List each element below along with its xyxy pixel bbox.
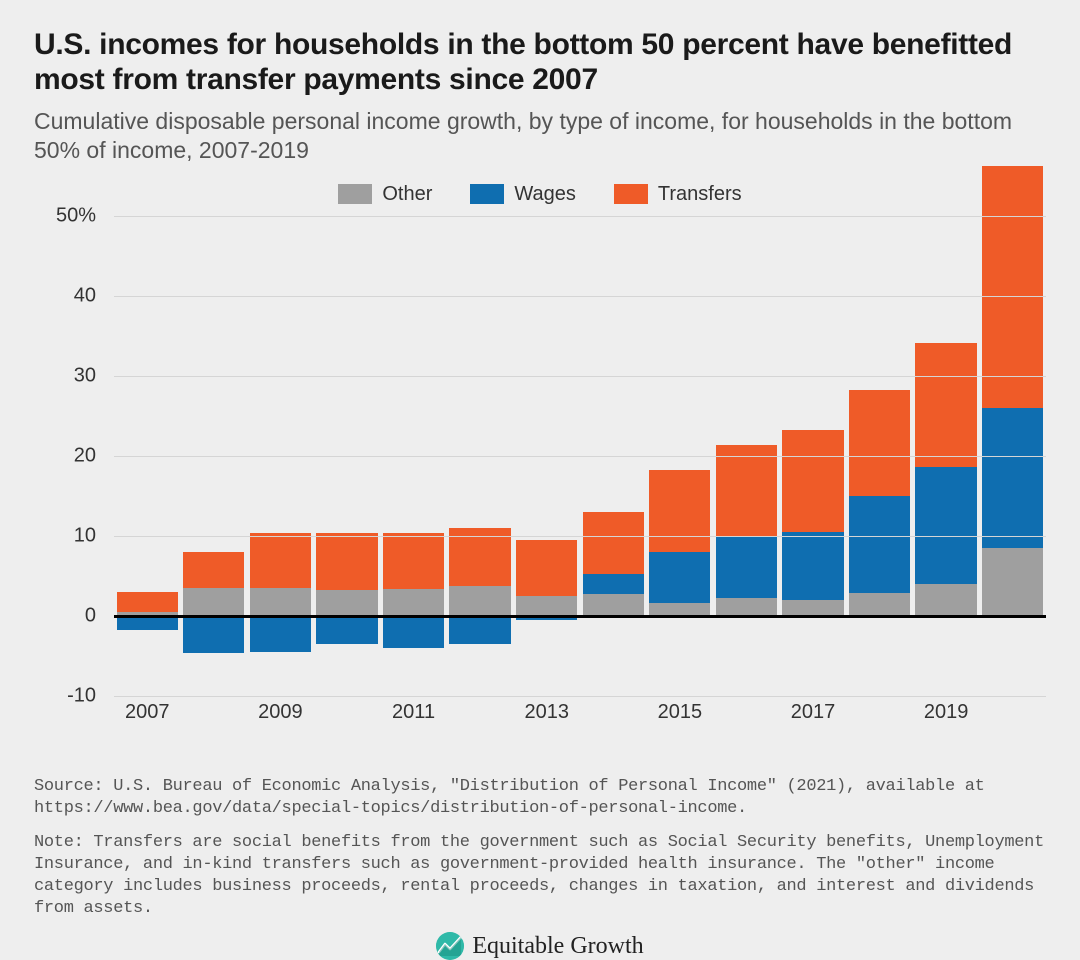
logo-icon <box>436 932 464 960</box>
x-tick-label: 2007 <box>125 701 170 724</box>
gridline <box>114 296 1046 297</box>
gridline <box>114 536 1046 537</box>
y-tick-label: 20 <box>74 444 96 467</box>
bar-segment-other <box>449 586 510 616</box>
gridline <box>114 376 1046 377</box>
y-tick-label: 30 <box>74 364 96 387</box>
source-block: Source: U.S. Bureau of Economic Analysis… <box>34 776 1046 921</box>
bar-segment-other <box>982 548 1043 616</box>
y-tick-label: 10 <box>74 524 96 547</box>
gridline <box>114 456 1046 457</box>
bar-segment-transfers <box>982 166 1043 408</box>
swatch-other <box>338 184 372 204</box>
bar-segment-other <box>316 590 377 616</box>
bar-segment-wages <box>449 616 510 644</box>
legend-item-transfers: Transfers <box>614 183 742 206</box>
bar-segment-transfers <box>183 552 244 588</box>
bar-segment-wages <box>583 574 644 594</box>
logo-text: Equitable Growth <box>472 933 643 960</box>
bar-segment-transfers <box>316 533 377 590</box>
zero-line <box>114 615 1046 618</box>
bar-segment-transfers <box>117 592 178 612</box>
y-tick-label: 50% <box>56 204 96 227</box>
bar-segment-transfers <box>716 445 777 537</box>
logo: Equitable Growth <box>34 932 1046 960</box>
bar-segment-other <box>383 589 444 615</box>
y-tick-label: 0 <box>85 604 96 627</box>
bar-segment-wages <box>117 616 178 630</box>
legend-label-other: Other <box>382 183 432 206</box>
bar-segment-wages <box>915 467 976 585</box>
swatch-wages <box>470 184 504 204</box>
x-tick-label: 2009 <box>258 701 303 724</box>
bar-segment-transfers <box>383 533 444 589</box>
bar-segment-transfers <box>649 470 710 552</box>
gridline <box>114 216 1046 217</box>
bar-segment-other <box>782 600 843 616</box>
legend-label-transfers: Transfers <box>658 183 742 206</box>
swatch-transfers <box>614 184 648 204</box>
bar-segment-wages <box>649 552 710 603</box>
x-tick-label: 2011 <box>392 701 435 724</box>
bar-segment-other <box>250 588 311 616</box>
chart-subtitle: Cumulative disposable personal income gr… <box>34 107 1046 165</box>
bar-segment-transfers <box>583 512 644 574</box>
bar-segment-transfers <box>516 540 577 596</box>
legend-item-other: Other <box>338 183 432 206</box>
bar-segment-transfers <box>849 390 910 496</box>
bar-segment-transfers <box>915 343 976 467</box>
bar-segment-wages <box>982 408 1043 548</box>
x-axis-labels: 2007 2009 2011 2013 2015 2017 2019 <box>114 701 1046 731</box>
legend: Other Wages Transfers <box>34 183 1046 206</box>
bar-segment-wages <box>383 616 444 649</box>
bar-segment-wages <box>782 532 843 600</box>
source-text: Source: U.S. Bureau of Economic Analysis… <box>34 776 1046 820</box>
bar-segment-transfers <box>250 533 311 587</box>
bar-segment-wages <box>849 496 910 594</box>
bar-segment-wages <box>316 616 377 644</box>
chart-title: U.S. incomes for households in the botto… <box>34 28 1046 97</box>
bar-segment-other <box>849 593 910 615</box>
bar-segment-wages <box>250 616 311 653</box>
chart-area: -1001020304050% 200720092011201320152017… <box>34 216 1046 736</box>
x-tick-label: 2019 <box>924 701 969 724</box>
bar-segment-other <box>716 598 777 616</box>
x-tick-label: 2017 <box>791 701 836 724</box>
bar-segment-transfers <box>782 430 843 532</box>
bar-segment-other <box>516 596 577 615</box>
y-axis-labels: -1001020304050% <box>34 216 104 736</box>
x-tick-label: 2013 <box>524 701 569 724</box>
gridline <box>114 696 1046 697</box>
bar-segment-transfers <box>449 528 510 586</box>
plot-area <box>114 216 1046 696</box>
bar-segment-other <box>915 584 976 615</box>
note-text: Note: Transfers are social benefits from… <box>34 832 1046 920</box>
y-tick-label: 40 <box>74 284 96 307</box>
y-tick-label: -10 <box>67 684 96 707</box>
legend-item-wages: Wages <box>470 183 576 206</box>
bar-segment-other <box>183 588 244 616</box>
bar-segment-wages <box>716 537 777 598</box>
x-tick-label: 2015 <box>658 701 703 724</box>
legend-label-wages: Wages <box>514 183 576 206</box>
bar-segment-other <box>583 594 644 616</box>
bar-segment-wages <box>183 616 244 654</box>
